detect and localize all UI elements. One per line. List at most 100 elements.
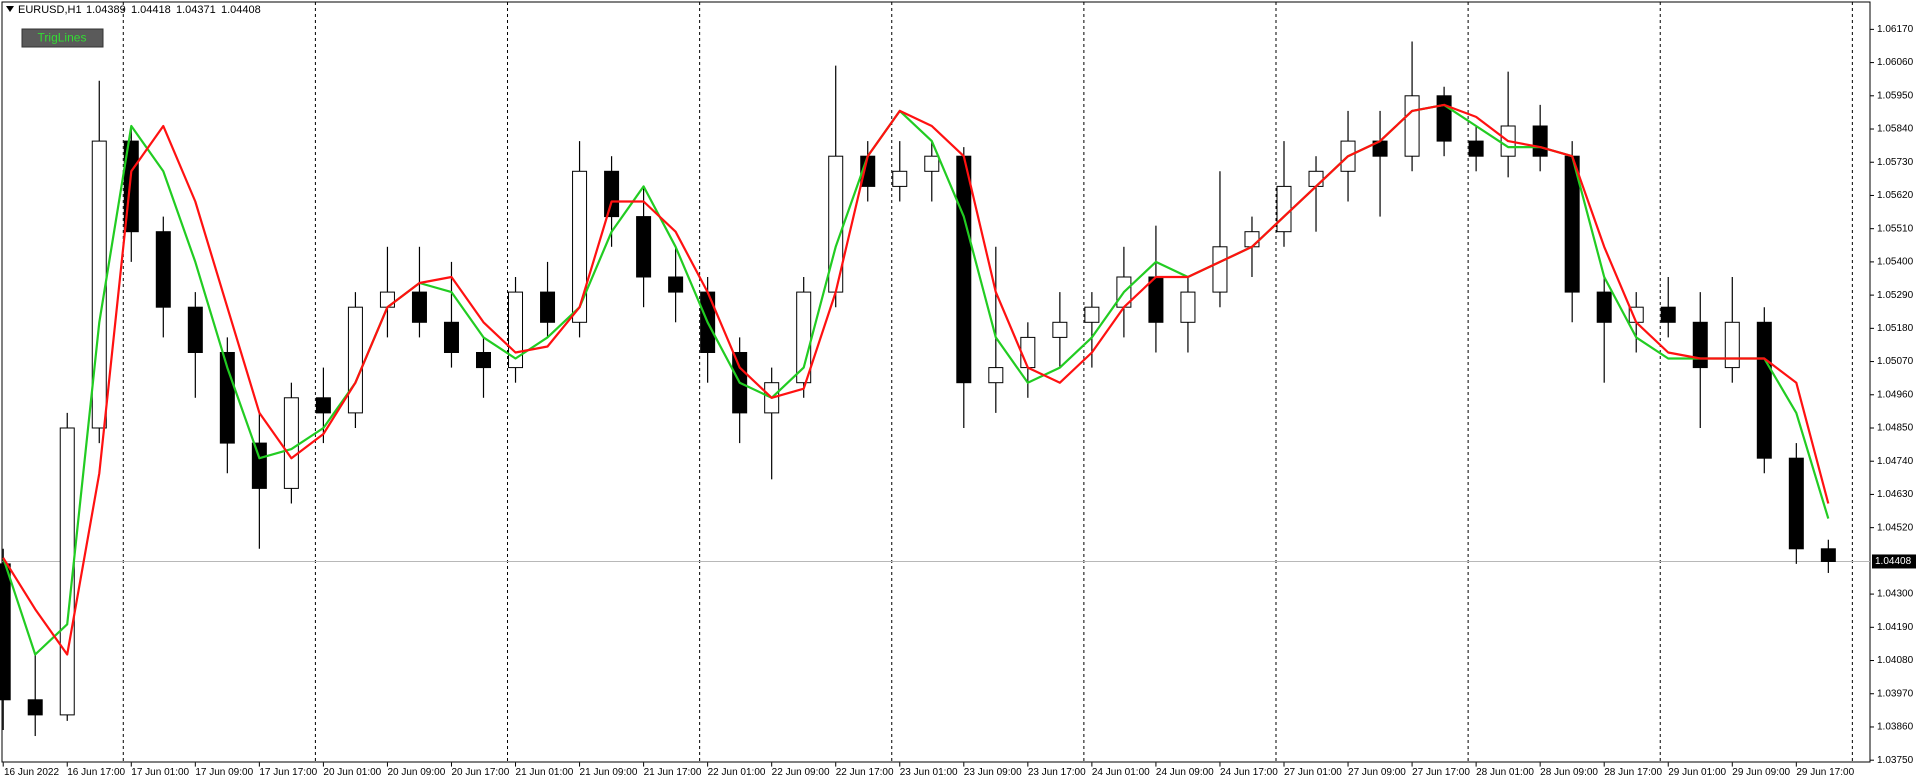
candle-body (187, 306, 203, 353)
y-tick-label: 1.05180 (1877, 323, 1914, 334)
y-tick-label: 1.04850 (1877, 423, 1914, 434)
candle-body (956, 155, 972, 384)
candle-body (1692, 321, 1708, 369)
y-tick-label: 1.04300 (1877, 589, 1914, 600)
y-tick-label: 1.05840 (1877, 124, 1914, 135)
y-tick-label: 1.04080 (1877, 655, 1914, 666)
candle-body (347, 306, 363, 414)
x-tick-label: 20 Jun 09:00 (387, 767, 445, 778)
candle-body (1212, 246, 1228, 293)
y-tick-label: 1.03750 (1877, 755, 1914, 766)
candle-body (924, 155, 940, 172)
trig-lines (2, 103, 1830, 656)
candle-body (1020, 336, 1036, 369)
candle-body (988, 367, 1004, 384)
current-price-box (1872, 554, 1916, 569)
x-tick-label: 20 Jun 17:00 (451, 767, 509, 778)
candle-body (1724, 321, 1740, 369)
y-tick-label: 1.04520 (1877, 522, 1914, 533)
menu-triangle (6, 6, 14, 12)
candle-body (476, 351, 491, 369)
y-tick-label: 1.04190 (1877, 622, 1914, 633)
candle-body (1436, 95, 1452, 142)
candle-body (91, 140, 107, 429)
candle-body (251, 442, 267, 489)
bar-low: 1.04371 (176, 4, 216, 16)
y-tick-label: 1.05510 (1877, 223, 1914, 234)
day-separators (122, 2, 1853, 763)
x-axis: 16 Jun 2022 16 Jun 17:00 17 Jun 01:00 17 Ju… (2, 762, 1855, 778)
candle-body (1276, 185, 1292, 233)
trig-line (2, 103, 1830, 656)
candle-body (572, 170, 588, 323)
candle-body (540, 291, 556, 323)
button-bg[interactable] (21, 28, 104, 48)
x-tick-label: 16 Jun 2022 (4, 767, 59, 778)
candle-body (1148, 276, 1164, 323)
candle-body (1532, 125, 1548, 157)
x-tick-label: 28 Jun 17:00 (1604, 767, 1662, 778)
candle-body (411, 291, 427, 323)
button-label[interactable]: TrigLines (38, 31, 87, 45)
header: EURUSD,H1 1.04389 1.04418 1.04371 1.0440… (18, 4, 261, 16)
candle-body (27, 699, 43, 716)
x-tick-label: 17 Jun 09:00 (195, 767, 253, 778)
y-tick-label: 1.04630 (1877, 489, 1914, 500)
y-tick-label: 1.05070 (1877, 356, 1914, 367)
candle-body (283, 397, 299, 489)
candle-body (1596, 291, 1612, 323)
x-tick-label: 22 Jun 09:00 (772, 767, 830, 778)
candle-body (1788, 457, 1804, 550)
symbol: EURUSD,H1 (18, 4, 82, 16)
candle-body (668, 276, 684, 293)
plot-frame (1, 1, 1871, 763)
x-tick-label: 16 Jun 17:00 (67, 767, 125, 778)
candle-body (636, 216, 652, 278)
x-tick-label: 23 Jun 01:00 (900, 767, 958, 778)
y-tick-label: 1.06170 (1877, 24, 1914, 35)
x-tick-label: 24 Jun 01:00 (1092, 767, 1150, 778)
x-tick-label: 22 Jun 17:00 (836, 767, 894, 778)
candle-body (0, 563, 11, 701)
candle-body (604, 170, 620, 218)
x-tick-label: 21 Jun 01:00 (516, 767, 574, 778)
x-tick-label: 27 Jun 01:00 (1284, 767, 1342, 778)
candle-body (315, 397, 331, 414)
x-tick-label: 23 Jun 17:00 (1028, 767, 1086, 778)
x-tick-label: 29 Jun 01:00 (1668, 767, 1726, 778)
indicator-button[interactable]: TrigLines (21, 28, 104, 48)
x-tick-label: 17 Jun 17:00 (259, 767, 317, 778)
y-tick-label: 1.03860 (1877, 722, 1914, 733)
candle-body (1660, 306, 1676, 323)
candle-body (1244, 231, 1260, 248)
x-tick-label: 28 Jun 01:00 (1476, 767, 1534, 778)
bar-close: 1.04408 (221, 4, 261, 16)
candle-body (379, 291, 395, 308)
x-tick-label: 24 Jun 09:00 (1156, 767, 1214, 778)
candle-body (155, 231, 171, 308)
x-tick-label: 29 Jun 17:00 (1796, 767, 1854, 778)
y-tick-label: 1.05400 (1877, 257, 1914, 268)
x-tick-label: 29 Jun 09:00 (1732, 767, 1790, 778)
y-tick-label: 1.05950 (1877, 90, 1914, 101)
y-tick-label: 1.05290 (1877, 290, 1914, 301)
candle-body (59, 427, 75, 716)
candle-body (1308, 170, 1324, 187)
candles (0, 41, 1836, 737)
candle-body (892, 170, 908, 187)
x-tick-label: 22 Jun 01:00 (708, 767, 766, 778)
y-tick-label: 1.03970 (1877, 688, 1914, 699)
x-tick-label: 24 Jun 17:00 (1220, 767, 1278, 778)
candle-body (1756, 321, 1772, 459)
candle-body (1052, 321, 1068, 338)
y-tick-label: 1.06060 (1877, 57, 1914, 68)
x-tick-label: 27 Jun 17:00 (1412, 767, 1470, 778)
y-tick-label: 1.04960 (1877, 389, 1914, 400)
bar-open: 1.04389 (86, 4, 126, 16)
current-price-label: 1.04408 (1875, 556, 1912, 567)
y-axis: 1.03750 1.03860 1.03970 1.04080 1.04190 1.043… (1870, 24, 1916, 766)
candle-body (443, 321, 459, 353)
x-tick-label: 28 Jun 09:00 (1540, 767, 1598, 778)
y-tick-label: 1.05620 (1877, 190, 1914, 201)
